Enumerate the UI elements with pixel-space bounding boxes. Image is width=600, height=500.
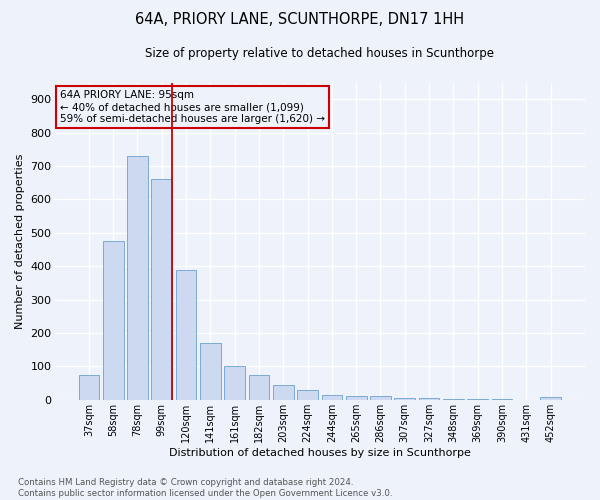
Bar [176, 270, 196, 400]
X-axis label: Distribution of detached houses by size in Scunthorpe: Distribution of detached houses by size … [169, 448, 470, 458]
Bar [273, 385, 293, 400]
Bar [370, 396, 391, 400]
Bar [322, 395, 342, 400]
Bar [467, 399, 488, 400]
Title: Size of property relative to detached houses in Scunthorpe: Size of property relative to detached ho… [145, 48, 494, 60]
Bar [394, 398, 415, 400]
Text: 64A, PRIORY LANE, SCUNTHORPE, DN17 1HH: 64A, PRIORY LANE, SCUNTHORPE, DN17 1HH [136, 12, 464, 28]
Bar [127, 156, 148, 400]
Bar [540, 397, 561, 400]
Bar [200, 343, 221, 400]
Bar [248, 374, 269, 400]
Bar [419, 398, 439, 400]
Bar [346, 396, 367, 400]
Bar [151, 180, 172, 400]
Bar [79, 374, 99, 400]
Text: Contains HM Land Registry data © Crown copyright and database right 2024.
Contai: Contains HM Land Registry data © Crown c… [18, 478, 392, 498]
Text: 64A PRIORY LANE: 95sqm
← 40% of detached houses are smaller (1,099)
59% of semi-: 64A PRIORY LANE: 95sqm ← 40% of detached… [60, 90, 325, 124]
Bar [297, 390, 318, 400]
Bar [103, 241, 124, 400]
Bar [443, 399, 464, 400]
Y-axis label: Number of detached properties: Number of detached properties [15, 154, 25, 329]
Bar [224, 366, 245, 400]
